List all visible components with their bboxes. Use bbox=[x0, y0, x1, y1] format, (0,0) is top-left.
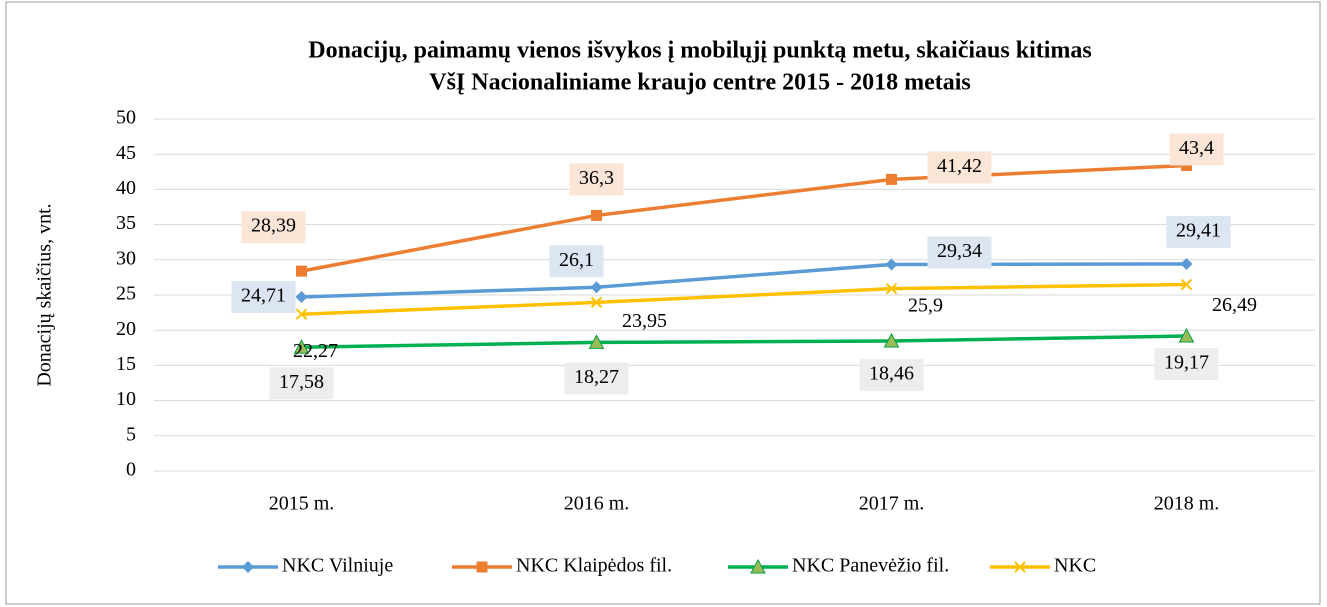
marker bbox=[590, 281, 603, 294]
series: 22,27 23,95 25,9 26,49 bbox=[293, 278, 1257, 362]
y-tick-label: 25 bbox=[116, 283, 136, 305]
marker bbox=[293, 339, 310, 354]
series: 17,58 18,27 18,46 19,17 bbox=[269, 327, 1219, 400]
data-label: 41,42 bbox=[937, 155, 982, 177]
x-tick-label: 2015 m. bbox=[269, 493, 335, 515]
line bbox=[301, 282, 1187, 316]
marker bbox=[1180, 257, 1193, 270]
marker bbox=[886, 173, 897, 185]
data-label-bg bbox=[231, 281, 296, 314]
chart-frame bbox=[5, 1, 1321, 605]
x-tick-label: 2018 m. bbox=[1154, 493, 1220, 515]
line bbox=[301, 334, 1187, 349]
marker bbox=[591, 209, 602, 221]
x-tick-label: 2016 m. bbox=[564, 493, 630, 515]
line bbox=[301, 262, 1187, 299]
marker bbox=[1178, 327, 1195, 343]
y-tick-label: 30 bbox=[116, 247, 136, 269]
data-label: 18,46 bbox=[869, 363, 914, 385]
chart-title: Donacijų, paimamų vienos išvykos į mobil… bbox=[308, 38, 1091, 64]
data-label-bg bbox=[564, 362, 629, 395]
data-label: 26,1 bbox=[559, 249, 594, 271]
series: 24,71 26,1 29,34 29,41 bbox=[231, 215, 1231, 314]
marker bbox=[883, 332, 900, 348]
data-label-bg bbox=[1154, 348, 1219, 381]
legend-label: NKC bbox=[1054, 555, 1096, 577]
y-tick-label: 0 bbox=[126, 459, 136, 481]
data-label: 17,58 bbox=[279, 371, 324, 393]
data-label-bg bbox=[859, 359, 924, 392]
y-axis-label: Donacijų skaičius, vnt. bbox=[34, 203, 56, 386]
x-tick-label: 2017 m. bbox=[859, 493, 925, 515]
marker bbox=[242, 561, 254, 573]
y-tick-label: 20 bbox=[116, 318, 136, 340]
data-label: 24,71 bbox=[241, 285, 286, 307]
legend-label: NKC Vilniuje bbox=[282, 555, 393, 577]
data-label: 36,3 bbox=[579, 167, 614, 189]
data-label: 25,9 bbox=[908, 294, 943, 316]
data-label: 43,4 bbox=[1179, 137, 1214, 159]
y-tick-label: 5 bbox=[126, 423, 136, 445]
data-label-bg bbox=[569, 163, 624, 196]
data-label-bg bbox=[927, 151, 992, 184]
data-label-bg bbox=[1166, 215, 1231, 248]
data-label: 19,17 bbox=[1164, 352, 1209, 374]
legend-label: NKC Klaipėdos fil. bbox=[516, 555, 672, 577]
line bbox=[301, 163, 1187, 273]
marker bbox=[885, 258, 898, 271]
y-tick-label: 45 bbox=[116, 142, 136, 164]
data-label-bg bbox=[269, 367, 334, 400]
marker bbox=[1014, 561, 1026, 573]
y-tick-label: 50 bbox=[116, 107, 136, 129]
data-label: 29,34 bbox=[937, 240, 982, 262]
data-label: 26,49 bbox=[1212, 294, 1257, 316]
marker bbox=[295, 308, 308, 320]
marker bbox=[750, 558, 766, 574]
data-label: 28,39 bbox=[251, 215, 296, 237]
marker bbox=[296, 265, 307, 277]
marker bbox=[590, 296, 603, 309]
chart-title: VšĮ Nacionaliniame kraujo centre 2015 - … bbox=[429, 70, 971, 96]
data-label: 18,27 bbox=[574, 366, 619, 388]
marker bbox=[588, 334, 605, 349]
marker bbox=[1180, 278, 1193, 291]
data-label-bg bbox=[927, 236, 992, 269]
data-label-bg bbox=[1169, 133, 1224, 166]
legend-label: NKC Panevėžio fil. bbox=[792, 555, 949, 577]
data-label: 22,27 bbox=[293, 340, 338, 362]
data-label-bg bbox=[241, 211, 306, 244]
marker bbox=[295, 291, 308, 304]
data-label: 23,95 bbox=[622, 310, 667, 332]
y-tick-label: 10 bbox=[116, 388, 136, 410]
marker bbox=[885, 282, 898, 295]
y-tick-label: 40 bbox=[116, 177, 136, 199]
y-tick-label: 35 bbox=[116, 212, 136, 234]
y-tick-label: 15 bbox=[116, 353, 136, 375]
data-label-bg bbox=[549, 245, 604, 278]
marker bbox=[476, 561, 488, 573]
series: 28,39 36,3 41,42 43,4 bbox=[241, 133, 1224, 277]
data-label: 29,41 bbox=[1176, 220, 1221, 242]
